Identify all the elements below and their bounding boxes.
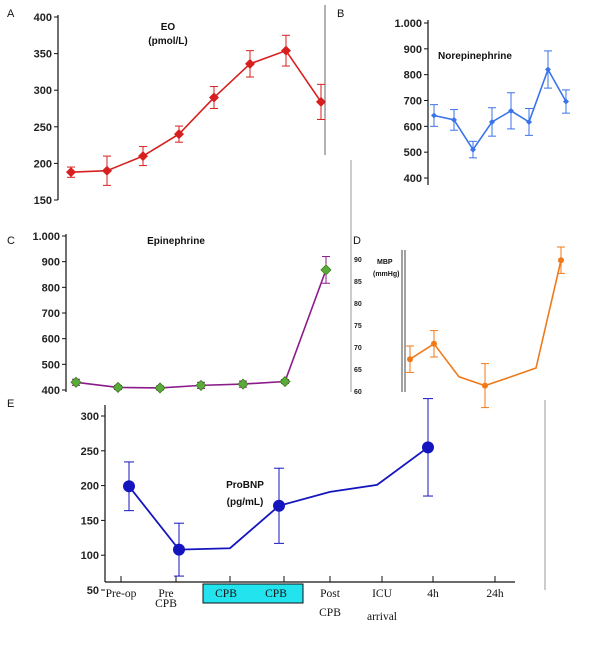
panel-c: 400 500 600 700 800 900 1.000 Epinephrine	[32, 160, 352, 397]
panel-c-y-tick-label: 600	[42, 334, 60, 346]
panel-a-point	[138, 151, 148, 162]
panel-a-y-tick-label: 400	[34, 12, 52, 24]
panel-a-series-line	[70, 49, 322, 173]
panel-d: 60 65 70 75 80 85 90 MBP (mmHg)	[354, 246, 565, 409]
panel-label-d: D	[353, 235, 361, 247]
cpb-highlight-box	[202, 583, 304, 604]
panel-e-y-tick-label: 300	[81, 411, 99, 423]
panel-b-title: Norepinephrine	[438, 51, 512, 62]
panel-b-y-tick-label: 900	[404, 44, 422, 56]
panel-b: 400 500 600 700 800 900 1.000 Norepinephrine	[394, 18, 570, 185]
panel-label-b: B	[337, 8, 344, 20]
panel-e-x-tick-label: Pre-op	[106, 588, 137, 600]
panel-e-x-tick-label: arrival	[367, 611, 397, 623]
panel-e-point	[273, 499, 285, 512]
panel-e-x-tick-label: Post	[320, 588, 341, 600]
panel-d-y-tick-label: 80	[354, 301, 362, 308]
panel-c-title: Epinephrine	[147, 236, 205, 247]
panel-b-y-tick-label: 700	[404, 96, 422, 108]
panel-c-point	[154, 382, 166, 394]
panel-b-series-line	[433, 67, 567, 152]
panel-c-point	[279, 375, 291, 388]
panel-a-title: EO	[161, 22, 176, 33]
panel-e-y-tick-label: 250	[81, 446, 99, 458]
panel-e-y-tick-label: 150	[81, 515, 99, 527]
panel-b-point	[470, 146, 476, 153]
panel-d-point	[558, 257, 564, 264]
panel-a-y-tick-label: 200	[34, 158, 52, 170]
panel-d-y-tick-label: 85	[354, 279, 362, 286]
panel-a-y-tick-label: 300	[34, 85, 52, 97]
panel-label-a: A	[7, 8, 15, 20]
panel-a-point	[66, 167, 76, 178]
panel-b-point	[489, 118, 495, 125]
panel-a-point	[281, 45, 291, 56]
panel-c-y-tick-label: 900	[42, 257, 60, 269]
panel-e-x-tick-label: CPB	[319, 607, 341, 619]
panel-d-y-tick-label: 60	[354, 389, 362, 396]
panel-b-point	[526, 118, 532, 125]
panel-c-y-tick-label: 700	[42, 308, 60, 320]
panel-e-x-tick-label: CPB	[155, 598, 177, 610]
panel-e-y-tick-label: 50	[87, 585, 99, 597]
panel-c-y-tick-label: 400	[42, 385, 60, 397]
panel-e-x-tick-label: CPB	[215, 588, 237, 600]
panel-e-point	[123, 480, 135, 493]
panel-b-point	[563, 98, 569, 105]
panel-b-y-tick-label: 600	[404, 121, 422, 133]
panel-a-point	[209, 92, 219, 103]
panel-e-title: ProBNP	[226, 480, 264, 491]
panel-d-y-tick-label: 90	[354, 257, 362, 264]
panel-b-point	[545, 66, 551, 73]
panel-e-x-tick-label: 24h	[486, 588, 504, 600]
panel-d-point	[482, 382, 488, 389]
panel-e-x-tick-label: Pre	[158, 588, 173, 600]
panel-b-y-tick-label: 1.000	[394, 18, 422, 30]
panel-e-point	[173, 543, 185, 556]
panel-a-y-tick-label: 250	[34, 122, 52, 134]
panel-a-point	[245, 58, 255, 69]
panel-e-point	[422, 441, 434, 454]
panel-c-y-tick-label: 500	[42, 359, 60, 371]
panel-d-y-tick-label: 75	[354, 323, 362, 330]
panel-a-y-tick-label: 150	[34, 195, 52, 207]
panel-b-y-tick-label: 400	[404, 173, 422, 185]
panel-c-y-tick-label: 800	[42, 282, 60, 294]
panel-b-y-tick-label: 800	[404, 70, 422, 82]
panel-a-point	[316, 96, 326, 107]
panel-e-x-tick-label: CPB	[265, 588, 287, 600]
panel-c-point	[195, 379, 207, 391]
panel-c-point	[237, 378, 249, 390]
panel-e-x-tick-label: 4h	[427, 588, 439, 600]
panel-d-point	[431, 340, 437, 347]
panel-a: 150 200 250 300 350 400 EO (pmol/L)	[34, 5, 326, 207]
panel-a-point	[174, 129, 184, 140]
panel-d-title: MBP	[377, 259, 393, 266]
panel-c-point	[70, 376, 82, 388]
panel-c-point	[320, 264, 332, 276]
panel-b-y-tick-label: 500	[404, 147, 422, 159]
panel-d-y-tick-label: 70	[354, 345, 362, 352]
panel-e-y-tick-label: 200	[81, 481, 99, 493]
panel-label-c: C	[7, 235, 15, 247]
panel-a-subtitle: (pmol/L)	[148, 36, 187, 47]
panel-b-point	[431, 112, 437, 119]
panel-d-point	[407, 356, 413, 363]
panel-a-point	[102, 165, 112, 176]
panel-d-subtitle: (mmHg)	[373, 271, 399, 278]
panel-e-subtitle: (pg/mL)	[227, 497, 264, 508]
panel-b-point	[451, 116, 457, 123]
panel-b-point	[508, 107, 514, 114]
panel-e-x-tick-label: ICU	[372, 588, 393, 600]
panel-a-y-tick-label: 350	[34, 49, 52, 61]
panel-e-y-tick-label: 100	[81, 550, 99, 562]
panel-c-series-line	[75, 269, 327, 389]
panel-label-e: E	[7, 398, 14, 410]
panel-c-y-tick-label: 1.000	[32, 231, 60, 243]
panel-c-point	[112, 381, 124, 393]
panel-d-y-tick-label: 65	[354, 367, 362, 374]
